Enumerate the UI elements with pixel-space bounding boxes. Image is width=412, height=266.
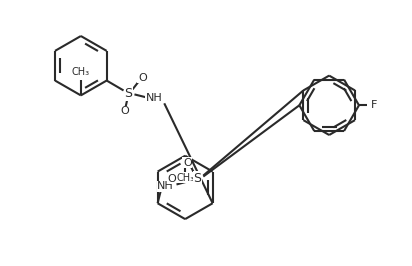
Text: O: O: [183, 158, 192, 168]
Text: CH₃: CH₃: [176, 173, 194, 182]
Text: O: O: [167, 173, 176, 184]
Text: NH: NH: [157, 181, 174, 192]
Text: S: S: [193, 172, 201, 185]
Text: NH: NH: [146, 93, 163, 103]
Text: CH₃: CH₃: [72, 67, 90, 77]
Text: F: F: [371, 100, 377, 110]
Text: O: O: [138, 73, 147, 82]
Text: S: S: [124, 87, 133, 100]
Text: O: O: [120, 106, 129, 116]
